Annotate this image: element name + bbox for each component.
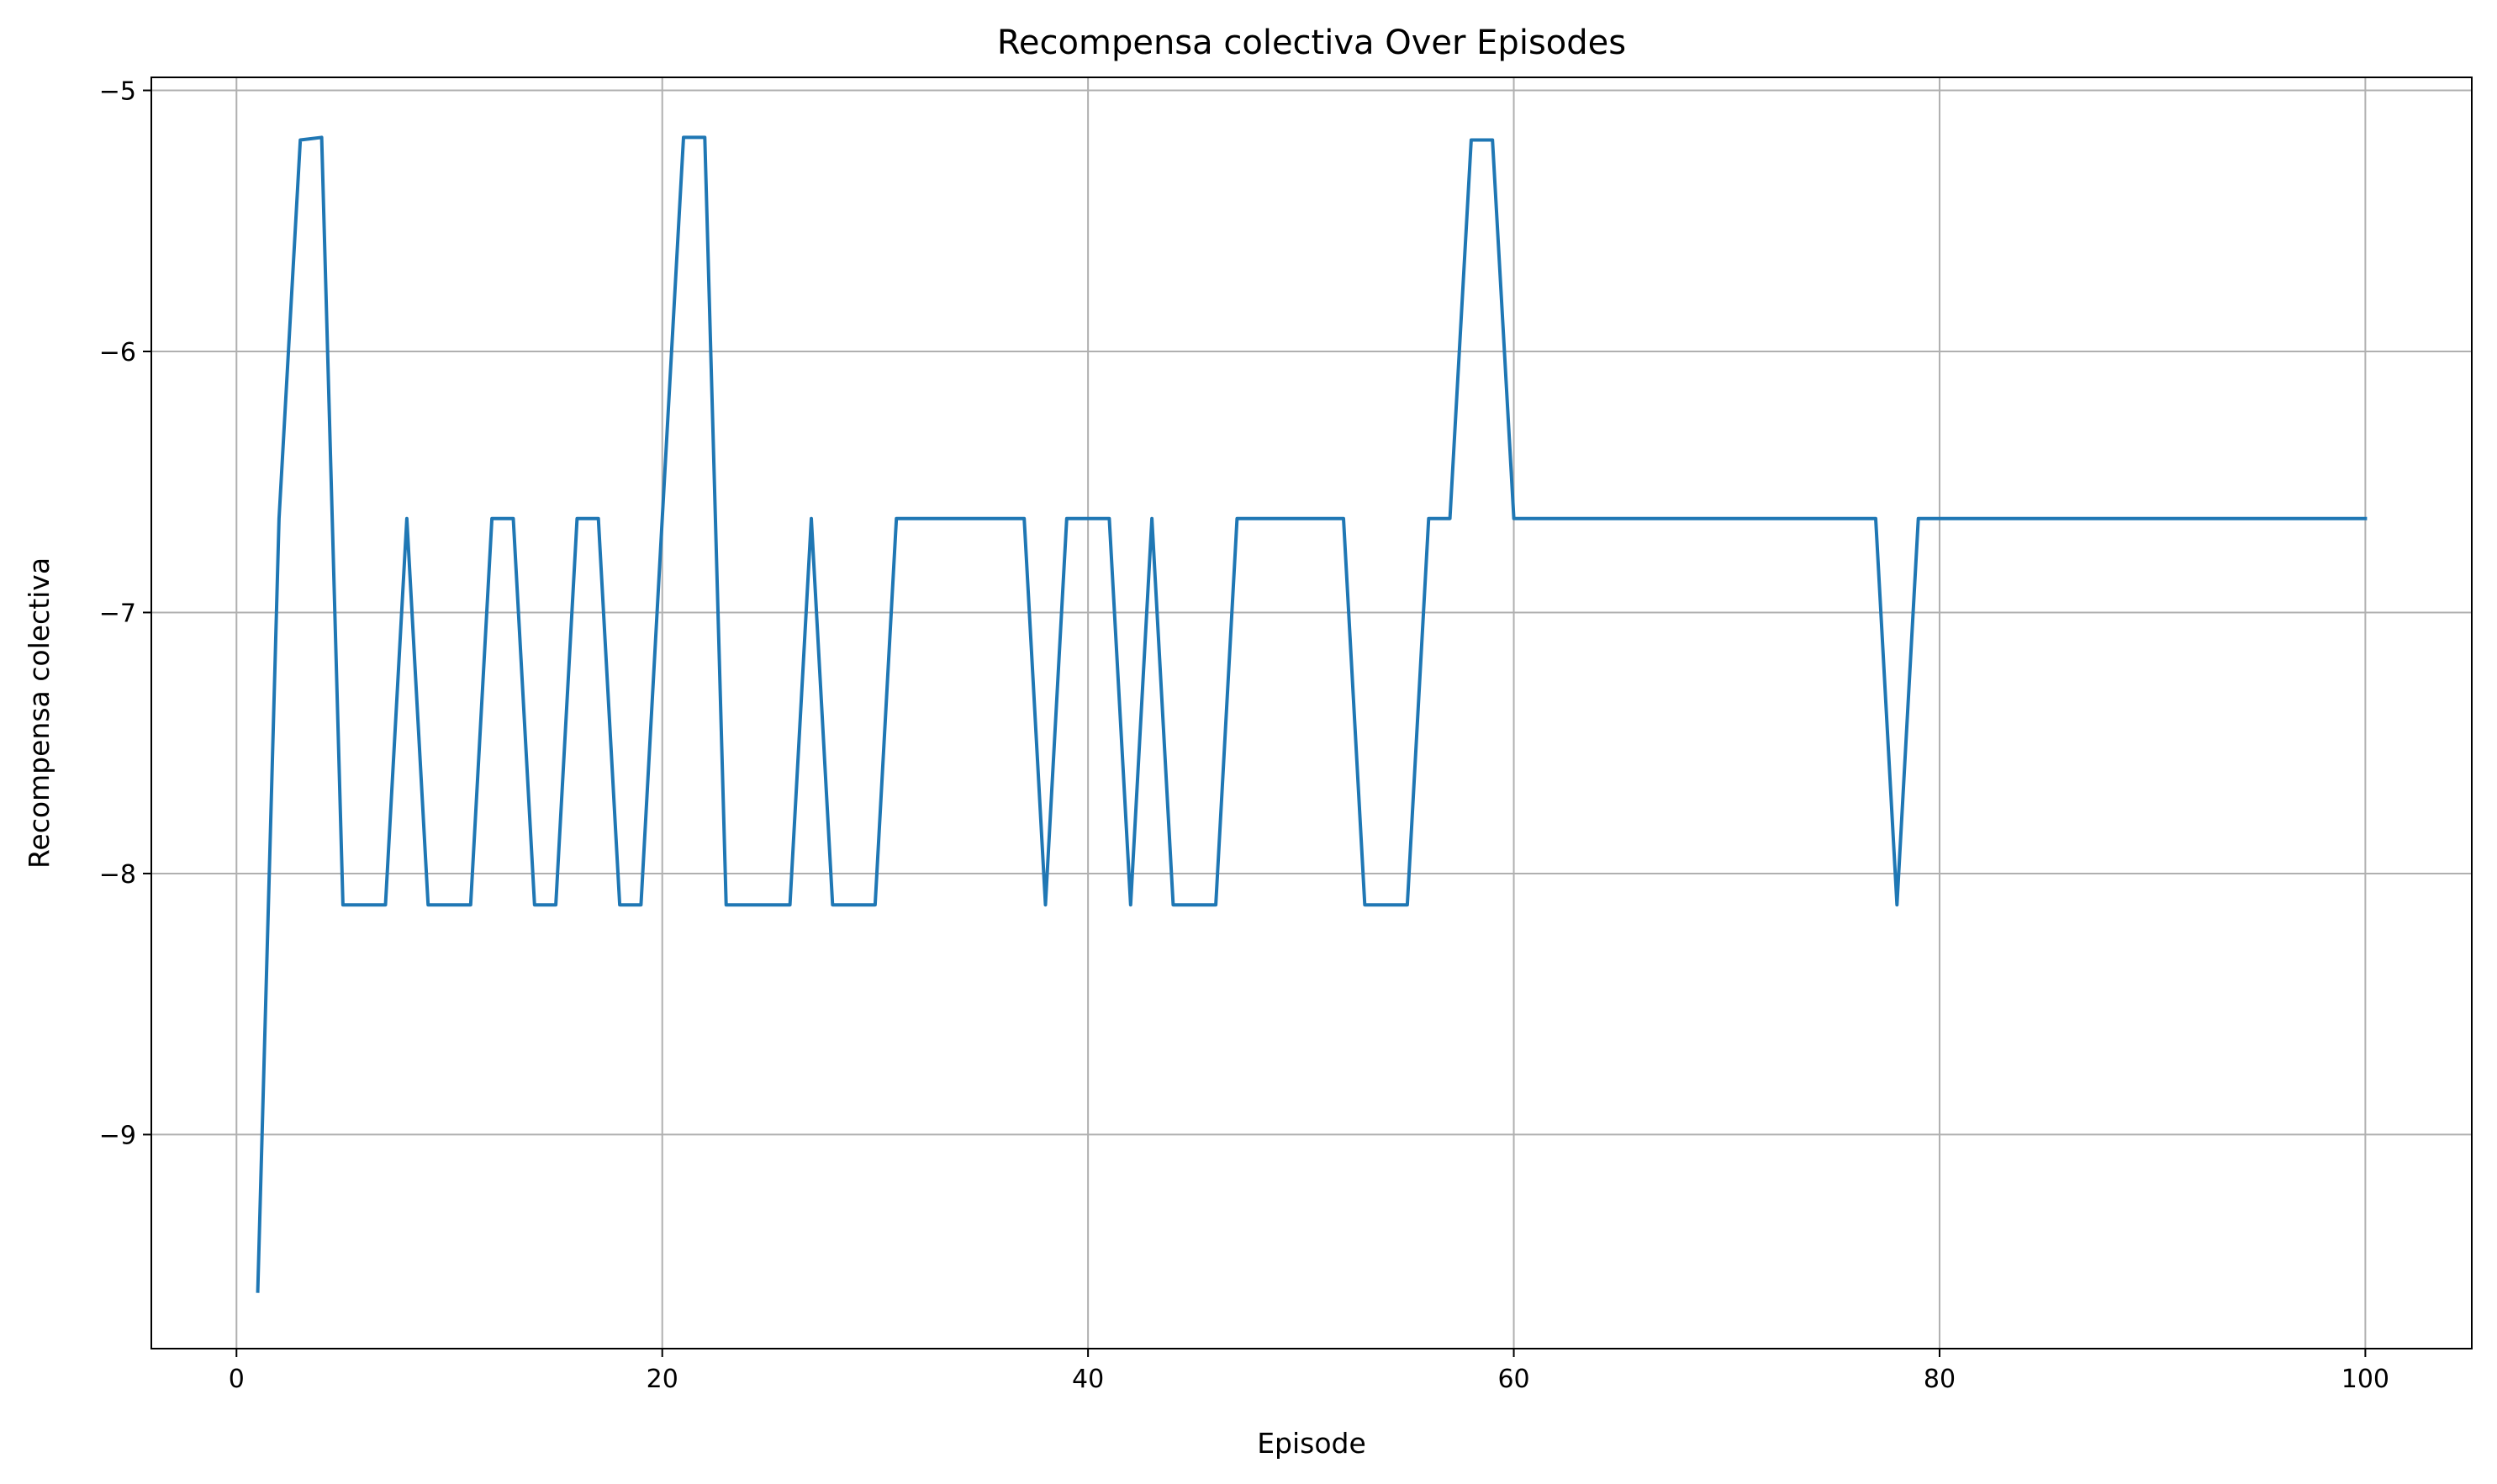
y-tick-label: −9 <box>99 1121 136 1150</box>
y-tick-label: −7 <box>99 599 136 628</box>
series-layer <box>256 135 2368 1293</box>
x-tick-label: 0 <box>229 1365 245 1394</box>
y-tick-label: −8 <box>99 860 136 890</box>
y-tick-label: −6 <box>99 338 136 367</box>
x-tick-label: 80 <box>1924 1365 1956 1394</box>
plot-frame <box>150 77 2473 1349</box>
grid <box>151 77 2472 1349</box>
x-tick-label: 60 <box>1497 1365 1529 1394</box>
y-axis-label: Recompensa colectiva <box>23 557 55 869</box>
x-tick-label: 40 <box>1072 1365 1104 1394</box>
axis-ticks: 0 20 40 60 80 100 −9 −8 −7 −6 −5 <box>99 77 2389 1394</box>
series-line <box>256 135 2368 1293</box>
x-tick-label: 20 <box>647 1365 678 1394</box>
x-axis-label: Episode <box>1257 1427 1366 1460</box>
y-tick-label: −5 <box>99 77 136 107</box>
x-tick-label: 100 <box>2341 1365 2389 1394</box>
chart-title: Recompensa colectiva Over Episodes <box>997 24 1626 62</box>
